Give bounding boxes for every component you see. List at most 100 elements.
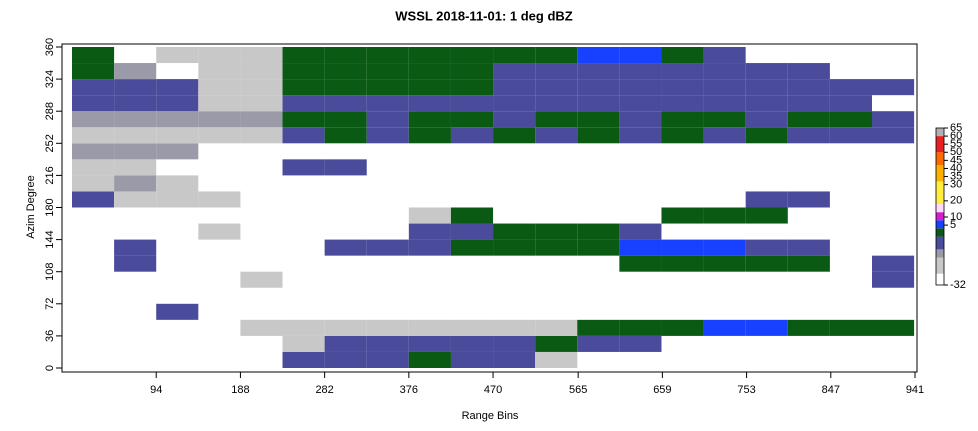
cell — [240, 95, 283, 112]
cell — [535, 319, 578, 336]
cell — [619, 79, 662, 96]
cell — [535, 47, 578, 64]
cell — [871, 319, 915, 336]
cell — [829, 127, 872, 144]
cell — [787, 255, 830, 272]
cell — [619, 95, 662, 112]
cell — [703, 255, 746, 272]
cell — [450, 207, 494, 224]
cell — [703, 111, 746, 128]
cell — [619, 127, 662, 144]
colorbar-segment — [936, 212, 944, 221]
x-tick-label: 188 — [231, 384, 249, 396]
cell — [787, 63, 830, 80]
cell — [450, 79, 494, 96]
cell — [577, 79, 620, 96]
colorbar-segment — [936, 249, 944, 258]
cell — [619, 111, 662, 128]
cell — [408, 239, 451, 256]
colorbar-tick-label: 10 — [950, 211, 962, 223]
cell — [745, 191, 788, 208]
cell — [72, 127, 115, 144]
cell — [745, 63, 788, 80]
cell — [577, 239, 620, 256]
cell — [577, 47, 620, 64]
cell — [535, 63, 578, 80]
colorbar-segment — [936, 220, 944, 229]
cell — [577, 335, 620, 352]
cell — [661, 47, 704, 64]
cell — [829, 95, 872, 112]
cell — [198, 127, 241, 144]
cell — [493, 351, 536, 368]
cell — [324, 111, 367, 128]
cell — [745, 127, 788, 144]
cell — [72, 143, 115, 160]
cell — [240, 127, 283, 144]
cell — [619, 47, 662, 64]
cell — [871, 271, 915, 288]
y-tick-label: 216 — [44, 166, 56, 184]
colorbar-segment — [936, 204, 944, 213]
colorbar-tick-label: -32 — [950, 279, 966, 291]
cell — [366, 63, 409, 80]
colorbar-tick-label: 50 — [950, 146, 962, 158]
cell — [493, 63, 536, 80]
cell — [619, 63, 662, 80]
cell — [450, 223, 494, 240]
cell — [408, 351, 451, 368]
cell — [829, 319, 872, 336]
cell — [450, 47, 494, 64]
cell — [577, 127, 620, 144]
cell — [324, 127, 367, 144]
cell — [745, 79, 788, 96]
cell — [408, 47, 451, 64]
cell — [324, 239, 367, 256]
cell — [114, 79, 157, 96]
cell — [366, 351, 409, 368]
cell — [366, 239, 409, 256]
cell — [156, 303, 199, 320]
cell — [619, 335, 662, 352]
cell — [577, 319, 620, 336]
cell — [72, 63, 115, 80]
cell — [282, 63, 325, 80]
cell — [787, 239, 830, 256]
cell — [72, 111, 115, 128]
cell — [703, 127, 746, 144]
cell — [871, 111, 915, 128]
cell — [240, 47, 283, 64]
cell — [114, 95, 157, 112]
cell — [198, 47, 241, 64]
colorbar-tick-label: 55 — [950, 138, 962, 150]
cell — [114, 255, 157, 272]
colorbar-segment — [936, 228, 944, 237]
cell — [366, 95, 409, 112]
cell — [156, 191, 199, 208]
cell — [324, 95, 367, 112]
cell — [72, 79, 115, 96]
cell — [114, 175, 157, 192]
cell — [408, 63, 451, 80]
cell — [703, 95, 746, 112]
cell — [703, 63, 746, 80]
cell — [703, 207, 746, 224]
y-tick-label: 252 — [44, 134, 56, 152]
cell — [745, 207, 788, 224]
cell — [72, 47, 115, 64]
y-tick-label: 360 — [44, 38, 56, 56]
cell — [535, 95, 578, 112]
cell — [72, 175, 115, 192]
x-tick-label: 94 — [150, 384, 162, 396]
cell — [745, 239, 788, 256]
y-tick-label: 108 — [44, 263, 56, 281]
y-tick-label: 324 — [44, 70, 56, 88]
cell — [282, 79, 325, 96]
cell — [450, 111, 494, 128]
cell — [408, 207, 451, 224]
cell — [661, 207, 704, 224]
cell — [703, 319, 746, 336]
cell — [871, 79, 915, 96]
cell — [408, 223, 451, 240]
cell — [450, 63, 494, 80]
